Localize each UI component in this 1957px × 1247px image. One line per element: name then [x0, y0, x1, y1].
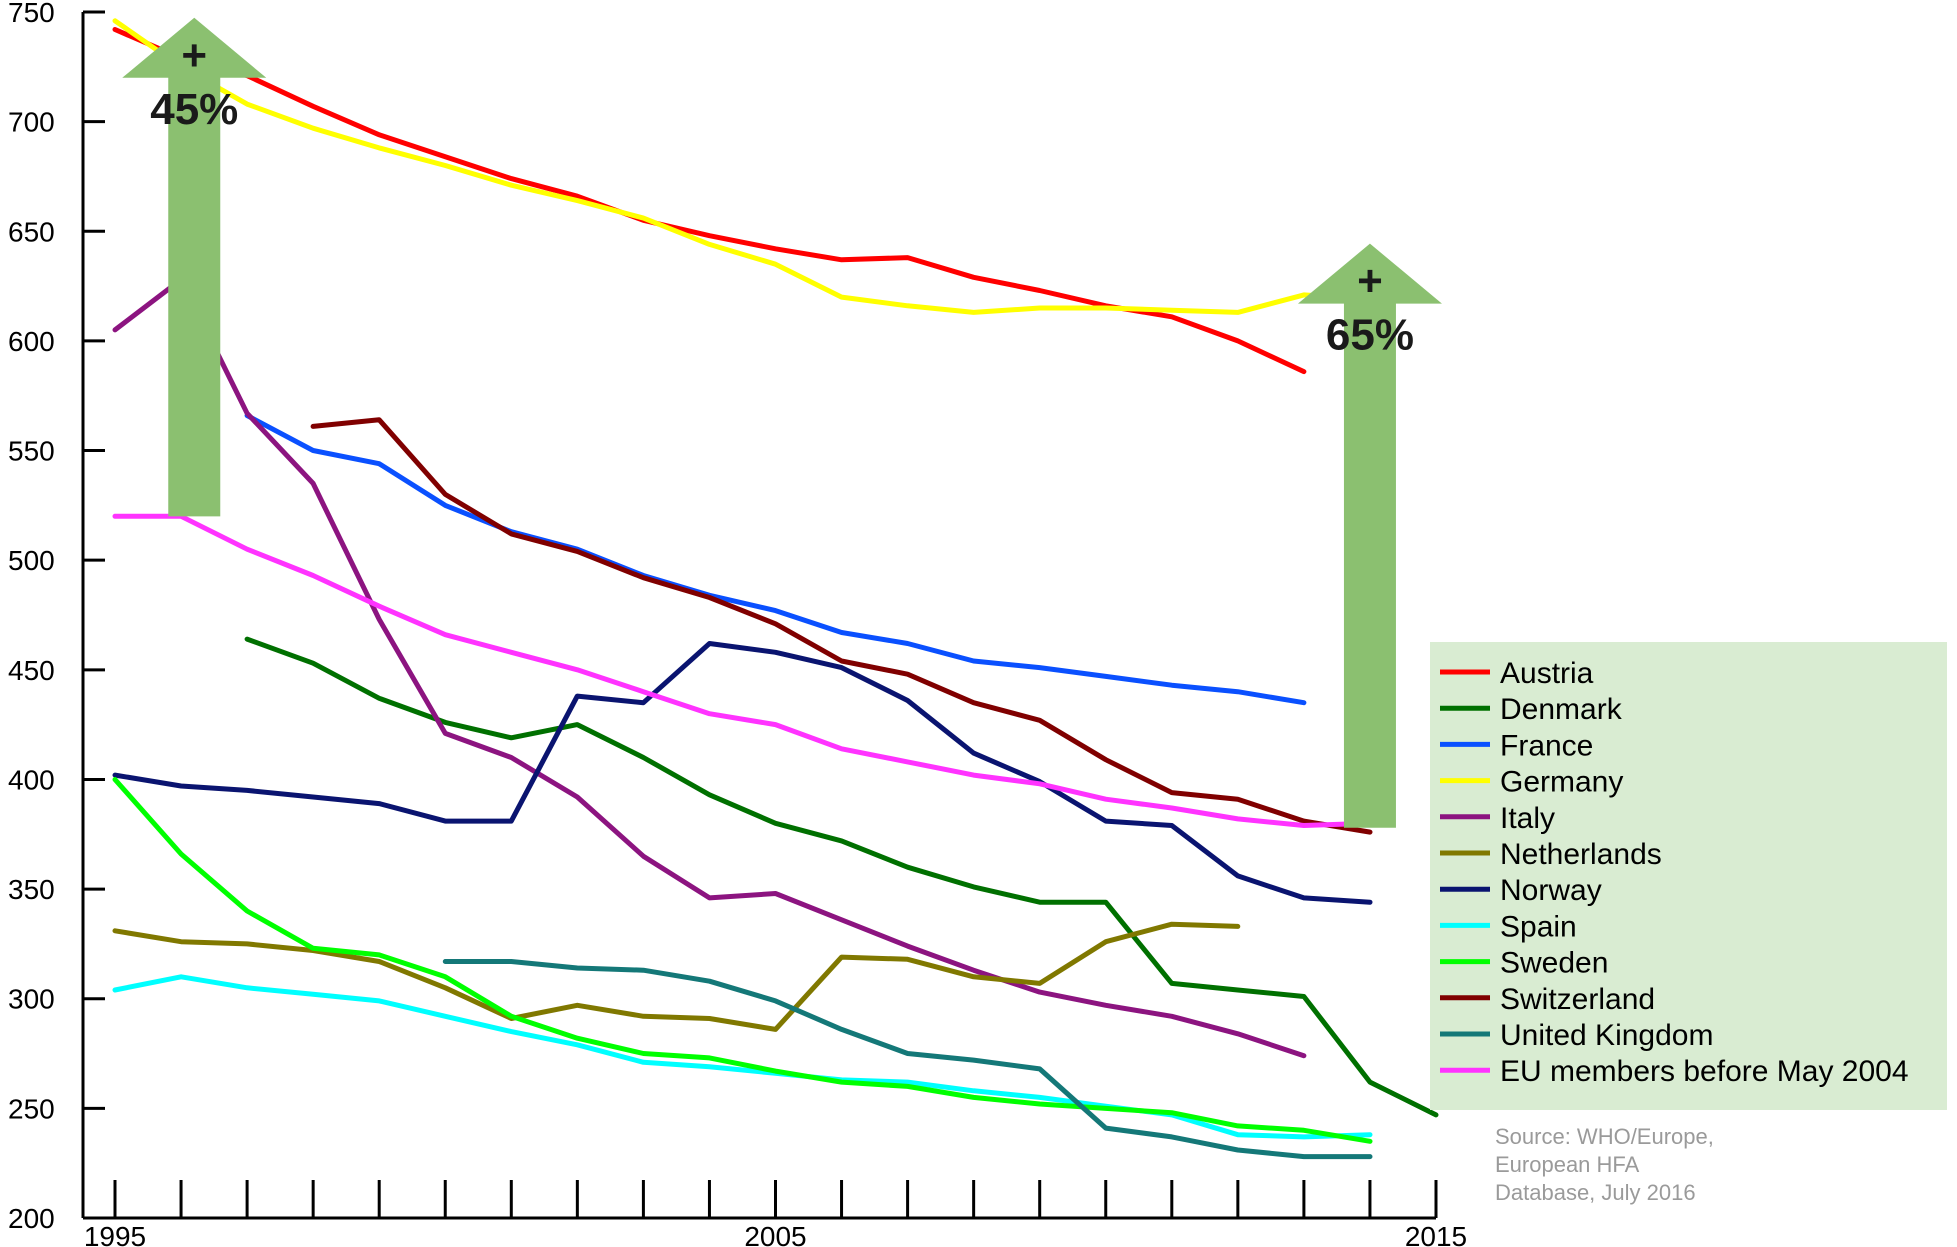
annotation-arrow	[122, 17, 267, 517]
legend-background	[1430, 642, 1947, 1110]
legend-label: Sweden	[1500, 947, 1608, 980]
y-tick-label: 450	[8, 655, 55, 686]
y-tick-label: 250	[8, 1093, 55, 1124]
source-line: Source: WHO/Europe,	[1495, 1124, 1714, 1149]
x-tick-label: 1995	[84, 1221, 146, 1247]
legend-label: Spain	[1500, 910, 1577, 943]
y-tick-label: 500	[8, 545, 55, 576]
chart-axes	[81, 12, 1436, 1220]
annotation-percent-label: 65%	[1326, 311, 1414, 360]
legend-label: Germany	[1500, 766, 1623, 799]
source-note: Source: WHO/Europe, European HFA Database,…	[1495, 1124, 1714, 1205]
source-line: Database, July 2016	[1495, 1180, 1696, 1205]
annotation-arrows: +45% +65%	[122, 17, 1442, 828]
axis-ticks: 200 250 300 350 400 450 500 550 600 650 700 750 1995…	[8, 0, 1467, 1247]
series-lines	[112, 18, 1439, 1160]
source-line: European HFA	[1495, 1152, 1640, 1177]
annotation-percent-label: 45%	[150, 85, 238, 134]
y-tick-label: 200	[8, 1203, 55, 1234]
legend-label: Netherlands	[1500, 838, 1662, 871]
x-tick-label: 2015	[1405, 1221, 1467, 1247]
series-line-france	[244, 413, 1307, 706]
series-line-norway	[112, 641, 1373, 905]
x-tick-label: 2005	[744, 1221, 806, 1247]
y-tick-label: 350	[8, 874, 55, 905]
y-tick-label: 550	[8, 436, 55, 467]
series-line-germany	[112, 18, 1373, 315]
y-tick-label: 750	[8, 0, 55, 28]
annotation-arrow	[1297, 243, 1442, 828]
legend-label: Denmark	[1500, 693, 1623, 726]
annotation-plus-label: +	[181, 31, 207, 80]
series-line-switzerland	[310, 417, 1373, 835]
series-line-netherlands	[112, 921, 1241, 1032]
series-line-sweden	[112, 777, 1373, 1144]
annotation-plus-label: +	[1357, 257, 1383, 306]
y-tick-label: 600	[8, 326, 55, 357]
series-line-austria	[112, 27, 1307, 375]
legend-label: France	[1500, 729, 1593, 762]
y-tick-label: 400	[8, 764, 55, 795]
series-line-united-kingdom	[442, 959, 1373, 1160]
y-tick-label: 650	[8, 216, 55, 247]
y-tick-label: 700	[8, 107, 55, 138]
legend-label: Switzerland	[1500, 983, 1655, 1016]
legend-label: Norway	[1500, 874, 1602, 907]
series-line-italy	[112, 277, 1307, 1059]
legend-label: Austria	[1500, 657, 1594, 690]
series-line-eu-members-before-may-2004	[112, 513, 1373, 828]
y-tick-label: 300	[8, 984, 55, 1015]
legend-label: Italy	[1500, 802, 1555, 835]
legend-label: EU members before May 2004	[1500, 1055, 1909, 1088]
legend-label: United Kingdom	[1500, 1019, 1713, 1052]
series-line-denmark	[244, 636, 1439, 1118]
